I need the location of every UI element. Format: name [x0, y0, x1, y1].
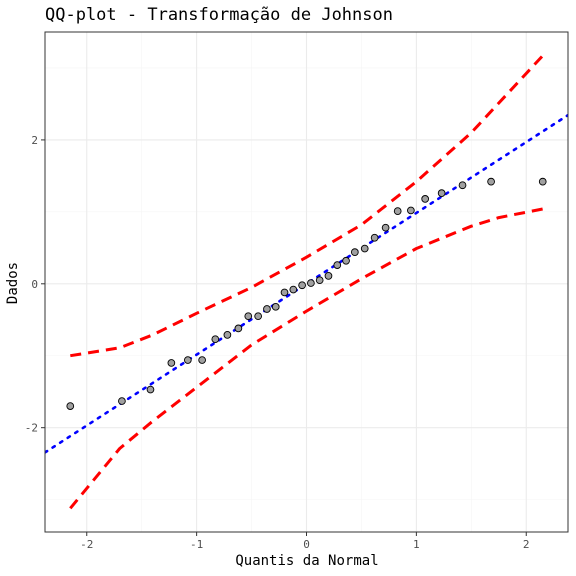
data-point: [211, 335, 220, 344]
envelope-upper-line: [70, 54, 544, 358]
data-point: [315, 276, 324, 285]
y-axis-title: Dados: [5, 262, 21, 304]
plot-layers: [45, 54, 568, 510]
data-point: [263, 305, 271, 313]
envelope-lower-line: [69, 207, 543, 510]
data-point: [350, 248, 359, 256]
x-tick-label: -1: [190, 538, 203, 551]
data-point: [66, 402, 75, 410]
data-point: [234, 324, 243, 333]
data-point: [244, 312, 253, 321]
x-tick-label: 0: [303, 538, 310, 551]
x-tick-label: 2: [523, 538, 530, 551]
data-point: [324, 272, 333, 280]
data-point: [271, 302, 280, 311]
data-point: [307, 279, 315, 287]
data-point: [437, 189, 446, 198]
data-point: [183, 356, 192, 364]
data-point: [407, 206, 415, 215]
data-point: [167, 359, 176, 367]
data-point: [298, 281, 306, 290]
data-point: [254, 312, 263, 321]
data-point: [381, 223, 390, 232]
x-tick-label: -2: [80, 538, 93, 551]
data-point: [223, 331, 232, 339]
data-point: [342, 256, 350, 265]
data-point: [370, 233, 379, 242]
y-tick-label: 2: [31, 134, 38, 147]
data-point: [198, 356, 206, 364]
data-point: [421, 195, 430, 203]
data-point: [393, 207, 402, 215]
data-point: [146, 385, 155, 394]
data-point: [289, 285, 298, 294]
y-tick-label: -2: [25, 422, 38, 435]
data-point: [458, 181, 467, 190]
x-axis-title: Quantis da Normal: [235, 553, 378, 569]
data-point: [280, 288, 289, 297]
plot-panel: -2 -1 0 1 2 -2 0 2: [25, 31, 569, 551]
data-point: [360, 244, 369, 253]
data-point: [487, 177, 495, 186]
y-tick-label: 0: [31, 278, 38, 291]
data-point: [118, 397, 126, 405]
data-point: [538, 177, 547, 186]
x-tick-label: 1: [413, 538, 420, 551]
data-point: [333, 261, 342, 269]
chart-title: QQ-plot - Transformação de Johnson: [45, 5, 393, 25]
